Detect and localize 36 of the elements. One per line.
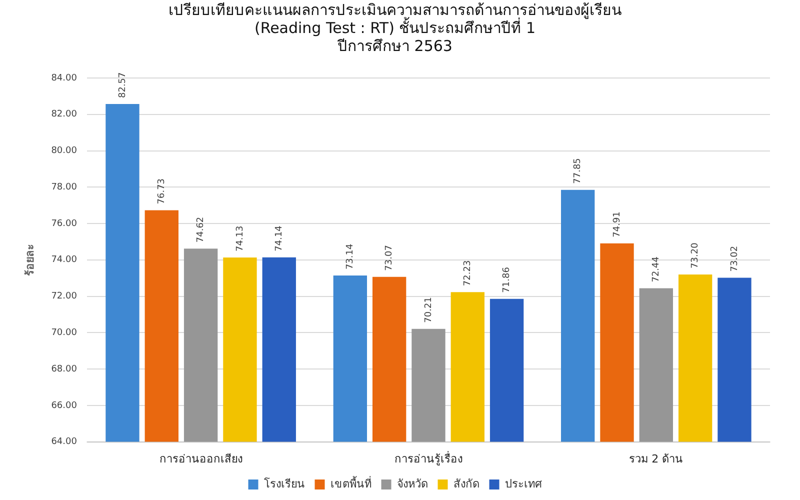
text: 72.23: [462, 260, 473, 286]
legend-label: โรงเรียน: [264, 476, 305, 490]
y-tick-label: 64.00: [51, 437, 78, 448]
y-tick-label: 84.00: [51, 73, 78, 84]
text: 73.14: [346, 244, 356, 270]
text: 74.62: [196, 216, 206, 243]
y-tick-label: 74.00: [51, 255, 78, 266]
y-axis-title: ร้อยละ: [23, 244, 36, 276]
y-tick-label: 72.00: [51, 292, 78, 302]
text: 82.57: [118, 72, 128, 98]
chart-title: เปรียบเทียบคะแนนผลการประเมินความสามารถด้านการอ่านของผู้เรียน (Reading Test : RT) ชั้นประถมศึกษาปีที่ 1 ปีการศึกษา 2563: [168, 0, 622, 55]
text: 74.13: [235, 226, 246, 252]
y-tick-label: 78.00: [51, 182, 78, 192]
y-tick-label: 68.00: [51, 364, 78, 374]
legend-label: จังหวัด: [396, 477, 428, 490]
text: 73.20: [690, 242, 701, 268]
y-tick-label: 80.00: [51, 146, 78, 156]
y-tick-label: 70.00: [51, 328, 78, 338]
legend-label: ประเทศ: [504, 477, 542, 490]
x-tick-label: การอ่านรู้เรื่อง: [394, 450, 462, 466]
text: 72.44: [652, 256, 662, 282]
y-tick-label: 66.00: [51, 400, 78, 411]
x-tick-label: รวม 2 ด้าน: [629, 452, 684, 466]
text: 74.91: [612, 212, 622, 238]
text: 77.85: [573, 158, 584, 184]
text: 74.14: [274, 226, 284, 252]
legend-label: สังกัด: [453, 477, 480, 490]
y-tick-label: 76.00: [51, 218, 78, 229]
text: 76.73: [156, 178, 167, 204]
y-tick-label: 82.00: [51, 110, 78, 120]
text: 71.86: [502, 267, 512, 293]
text: 73.02: [730, 246, 740, 272]
text: 70.21: [424, 297, 434, 323]
text: 73.07: [384, 245, 395, 271]
x-tick-label: การอ่านออกเสียง: [159, 452, 242, 466]
legend-label: เขตพื้นที่: [330, 475, 372, 490]
